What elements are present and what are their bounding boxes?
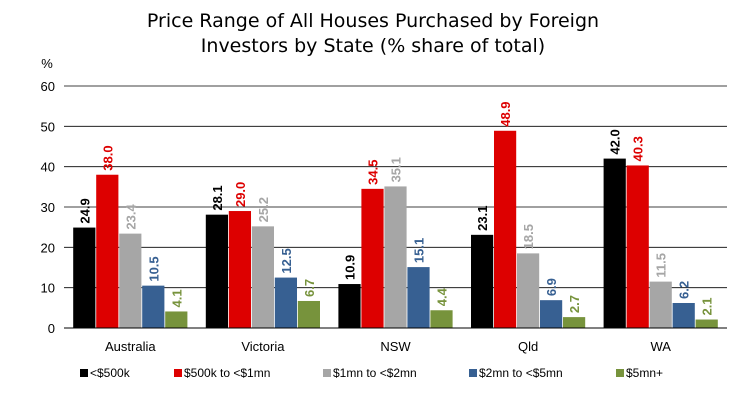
data-label: 42.0	[608, 129, 623, 154]
x-category-label: WA	[650, 339, 671, 354]
data-labels: 24.9 38.0 23.4 10.5 4.1 28.1 29.0 25.2 12.5 6.7 10…	[77, 101, 714, 315]
bar	[471, 234, 494, 328]
bar	[626, 165, 649, 328]
data-label: 12.5	[279, 248, 294, 273]
x-category-label: Australia	[105, 339, 156, 354]
data-label: 4.4	[435, 287, 450, 306]
data-label: 6.9	[544, 278, 559, 296]
x-category-label: NSW	[380, 339, 411, 354]
bars	[73, 130, 718, 328]
y-tick-label: 0	[48, 321, 55, 336]
data-label: 23.1	[475, 206, 490, 231]
y-tick-label: 30	[41, 200, 55, 215]
data-label: 11.5	[654, 253, 669, 278]
legend-label: $2mn to <$5mn	[479, 366, 563, 380]
y-tick-label: 20	[41, 240, 55, 255]
data-label: 48.9	[498, 101, 513, 126]
x-axis-labels: Australia Victoria NSW Qld WA	[105, 339, 671, 354]
y-tick-label: 60	[41, 79, 55, 94]
bar	[73, 227, 96, 328]
bar	[165, 311, 188, 328]
bar	[430, 310, 453, 328]
data-label: 38.0	[100, 145, 115, 170]
data-label: 6.2	[677, 281, 692, 299]
y-axis-unit: %	[41, 56, 53, 71]
bar	[494, 130, 517, 328]
legend-label: $5mn+	[626, 366, 663, 380]
bar	[338, 284, 361, 328]
legend-label: $1mn to <$2mn	[333, 366, 417, 380]
legend-label: <$500k	[90, 366, 131, 380]
bar	[205, 214, 228, 328]
bar	[695, 319, 718, 328]
bar	[361, 188, 384, 328]
legend-swatch	[174, 369, 182, 377]
data-label: 10.9	[343, 255, 358, 280]
bar	[119, 233, 142, 328]
data-label: 25.2	[256, 197, 271, 222]
bar	[517, 253, 540, 328]
bar	[672, 302, 695, 328]
bar	[228, 211, 251, 328]
data-label: 29.0	[233, 182, 248, 207]
legend-swatch	[323, 369, 331, 377]
bar	[297, 300, 320, 328]
x-category-label: Qld	[518, 339, 538, 354]
data-label: 40.3	[631, 136, 646, 161]
data-label: 24.9	[77, 198, 92, 223]
chart-title-line-2: Investors by State (% share of total)	[201, 35, 545, 57]
y-axis-ticks: 0 10 20 30 40 50 60	[41, 79, 55, 336]
data-label: 10.5	[146, 256, 161, 281]
data-label: 35.1	[389, 157, 404, 182]
data-label: 23.4	[123, 204, 138, 230]
y-tick-label: 50	[41, 119, 55, 134]
bar	[540, 300, 563, 328]
data-label: 34.5	[366, 160, 381, 185]
legend-swatch	[469, 369, 477, 377]
data-label: 15.1	[412, 238, 427, 263]
bar	[96, 174, 119, 328]
data-label: 18.5	[521, 224, 536, 249]
bar	[563, 317, 586, 328]
data-label: 2.7	[567, 295, 582, 313]
y-tick-label: 10	[41, 281, 55, 296]
data-label: 4.1	[169, 289, 184, 307]
data-label: 28.1	[210, 185, 225, 210]
bar	[603, 158, 626, 328]
data-label: 6.7	[302, 279, 317, 297]
legend: <$500k $500k to <$1mn $1mn to <$2mn $2mn to…	[80, 366, 663, 380]
bar	[649, 281, 672, 328]
x-category-label: Victoria	[241, 339, 285, 354]
legend-swatch	[80, 369, 88, 377]
bar	[407, 267, 430, 328]
bar	[142, 285, 165, 328]
bar	[274, 277, 297, 328]
legend-label: $500k to <$1mn	[184, 366, 270, 380]
y-tick-label: 40	[41, 160, 55, 175]
chart-title-line-1: Price Range of All Houses Purchased by F…	[147, 10, 599, 32]
legend-swatch	[616, 369, 624, 377]
data-label: 2.1	[700, 297, 715, 315]
bar	[384, 186, 407, 328]
bar	[251, 226, 274, 328]
